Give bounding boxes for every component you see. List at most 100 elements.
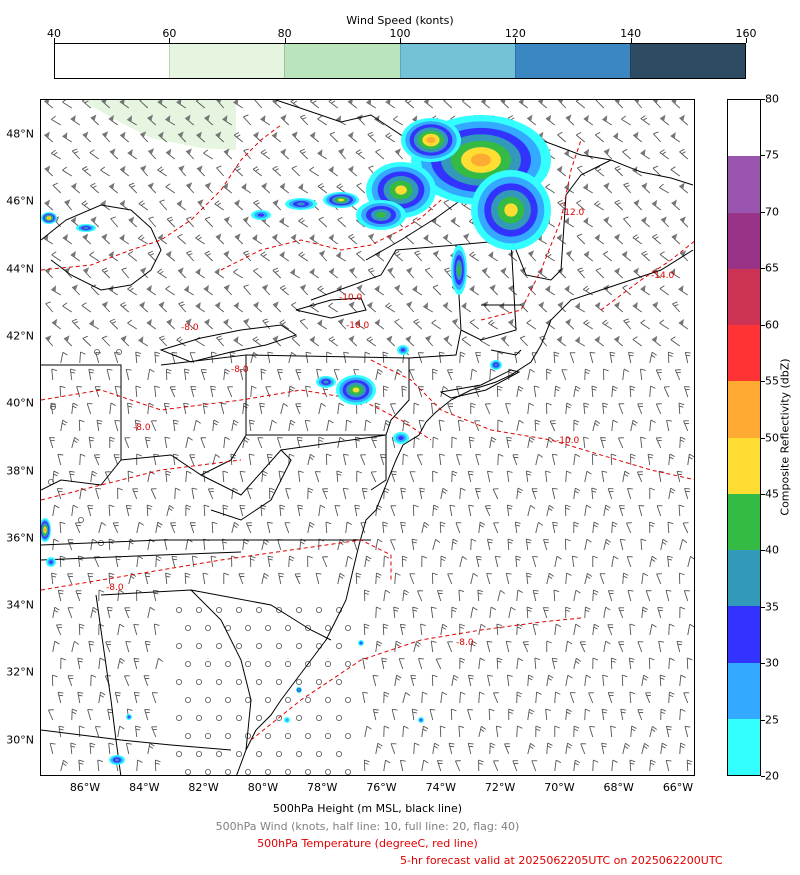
wind-barb bbox=[458, 589, 465, 602]
wind-barb bbox=[328, 302, 339, 313]
wind-barb bbox=[602, 115, 613, 126]
reflectivity-colorbar-tick bbox=[761, 324, 765, 326]
calm-wind-circle bbox=[295, 751, 302, 758]
wind-barb bbox=[266, 521, 273, 534]
longitude-label: 70°W bbox=[544, 781, 575, 794]
wind-barb bbox=[242, 436, 250, 449]
reflectivity-cell bbox=[83, 227, 89, 229]
wind-barb bbox=[337, 436, 345, 449]
wind-barb bbox=[329, 131, 339, 143]
reflectivity-colorbar-segment bbox=[728, 156, 760, 213]
wind-barb bbox=[442, 233, 453, 245]
wind-barb bbox=[497, 453, 504, 466]
wind-barb bbox=[140, 165, 149, 177]
reflectivity-colorbar-tick-label: 50 bbox=[765, 431, 779, 444]
wind-barb bbox=[348, 165, 358, 177]
wind-barb bbox=[594, 233, 605, 245]
wind-barb bbox=[594, 301, 605, 313]
temperature-contour-label: -8.0 bbox=[133, 423, 151, 433]
wind-barb bbox=[459, 691, 466, 704]
calm-wind-circle bbox=[244, 697, 251, 704]
wind-barb bbox=[451, 538, 459, 551]
wind-barb bbox=[375, 148, 385, 160]
wind-barb bbox=[556, 165, 567, 177]
calm-wind-circle bbox=[284, 661, 291, 668]
wind-barb bbox=[519, 335, 529, 347]
wind-barb bbox=[204, 318, 214, 330]
wind-barb bbox=[684, 488, 690, 500]
wind-barb bbox=[165, 250, 176, 262]
wind-barb bbox=[197, 199, 206, 211]
calm-wind-circle bbox=[305, 769, 311, 775]
calm-wind-circles bbox=[48, 348, 351, 775]
wind-barb bbox=[649, 351, 657, 364]
wind-barb bbox=[394, 674, 402, 687]
wind-colorbar-segment bbox=[284, 44, 400, 78]
wind-barb bbox=[104, 471, 111, 483]
wind-barb bbox=[82, 233, 92, 245]
wind-barb bbox=[575, 100, 586, 109]
reflectivity-colorbar-tick bbox=[761, 437, 765, 439]
latitude-label: 48°N bbox=[6, 127, 34, 141]
wind-barb bbox=[309, 166, 320, 177]
wind-barb bbox=[261, 470, 268, 483]
wind-barb bbox=[253, 199, 263, 211]
wind-barb bbox=[299, 148, 309, 160]
wind-barb bbox=[467, 709, 473, 721]
wind-barb bbox=[576, 233, 586, 245]
calm-wind-circle bbox=[255, 715, 262, 722]
wind-barb bbox=[374, 318, 385, 330]
wind-barb bbox=[51, 115, 61, 126]
wind-barb bbox=[417, 386, 424, 398]
wind-barb bbox=[215, 131, 225, 143]
wind-barb bbox=[421, 691, 428, 704]
wind-barb bbox=[290, 233, 301, 245]
wind-barb bbox=[159, 199, 168, 211]
reflectivity-colorbar-label: Composite Reflectivity (dbZ) bbox=[778, 358, 792, 516]
wind-barb bbox=[573, 589, 581, 602]
wind-barb bbox=[290, 268, 300, 279]
wind-barb bbox=[390, 403, 396, 415]
wind-barb bbox=[679, 708, 686, 721]
reflectivity-colorbar-tick bbox=[761, 719, 765, 721]
wind-barb bbox=[594, 200, 604, 211]
wind-barb bbox=[651, 335, 662, 347]
wind-barb bbox=[119, 100, 130, 109]
wind-barb bbox=[233, 100, 244, 109]
wind-barb bbox=[432, 504, 439, 517]
wind-barb bbox=[506, 436, 513, 449]
wind-barb bbox=[554, 725, 560, 738]
calm-wind-circle bbox=[175, 751, 182, 758]
wind-barb bbox=[154, 351, 161, 364]
wind-barb bbox=[309, 267, 320, 279]
wind-barb bbox=[345, 555, 353, 568]
wind-barb bbox=[438, 351, 445, 364]
wind-barb bbox=[101, 335, 111, 347]
wind-barb bbox=[62, 132, 73, 143]
wind-barb bbox=[184, 285, 194, 296]
caption-height: 500hPa Height (m MSL, black line) bbox=[272, 802, 463, 815]
wind-barb bbox=[151, 726, 158, 738]
wind-barb bbox=[508, 708, 514, 721]
wind-barb bbox=[267, 555, 274, 568]
wind-barb bbox=[191, 555, 198, 568]
lake-ontario bbox=[295, 297, 367, 319]
wind-barb bbox=[262, 284, 271, 296]
wind-barb bbox=[584, 606, 591, 619]
wind-barb bbox=[272, 301, 282, 313]
wind-barb bbox=[347, 131, 358, 143]
wind-colorbar-segment bbox=[55, 44, 170, 78]
wind-barb bbox=[619, 538, 626, 551]
wind-barb bbox=[291, 335, 301, 347]
wind-barb bbox=[135, 725, 141, 738]
wind-barb bbox=[687, 555, 694, 568]
wind-barb bbox=[565, 742, 573, 755]
wind-barb bbox=[382, 385, 389, 398]
wind-barb bbox=[90, 538, 98, 551]
wind-barb bbox=[90, 470, 98, 483]
wind-barb bbox=[402, 692, 411, 704]
wind-barb bbox=[147, 182, 157, 194]
calm-wind-circle bbox=[315, 679, 322, 686]
latitude-label: 46°N bbox=[6, 194, 34, 208]
wind-barb bbox=[446, 369, 453, 381]
